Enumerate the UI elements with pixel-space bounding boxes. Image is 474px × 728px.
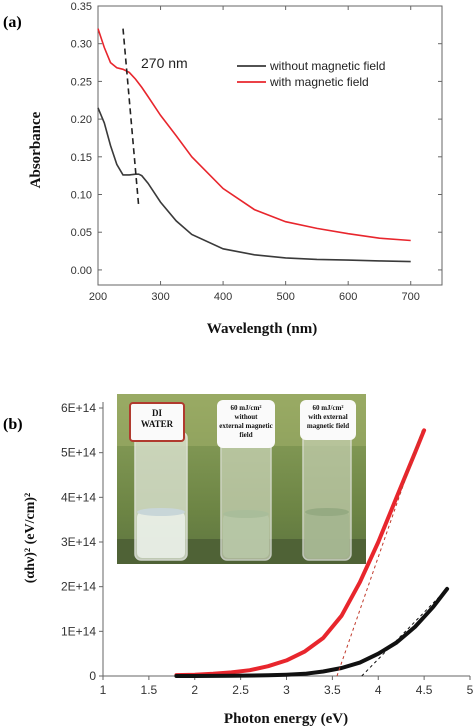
cap-label-line: magnetic field — [306, 422, 350, 430]
peak-marker-line — [122, 28, 140, 206]
y-tick-label: 6E+14 — [61, 401, 96, 415]
cap-label-line: external magnetic field — [219, 422, 273, 439]
y-tick-label: 0.05 — [71, 227, 92, 239]
y-tick-label: 2E+14 — [61, 580, 96, 594]
x-tick-label: 4.5 — [416, 683, 433, 697]
cap-label-line: DI — [151, 408, 162, 418]
y-tick-label: 0 — [89, 669, 96, 683]
y-axis-label-a: Absorbance — [28, 111, 44, 188]
x-tick-label: 4 — [375, 683, 382, 697]
y-axis-label-b: (αhν)² (eV/cm)² — [23, 493, 38, 584]
y-tick-label: 1E+14 — [61, 624, 96, 638]
x-tick-label: 1 — [100, 683, 107, 697]
y-tick-label: 0.30 — [71, 39, 92, 51]
y-tick-label: 5E+14 — [61, 446, 96, 460]
y-tick-label: 0.25 — [71, 76, 92, 88]
x-tick-label: 3.5 — [324, 683, 341, 697]
y-tick-label: 0.20 — [71, 114, 92, 126]
tauc-plot-chart: 1 1.5 2 2.5 3 3.5 4 4.5 5 0 1E+14 2E+14 3E+14 4E+14 5E… — [23, 401, 474, 727]
x-tick-label: 400 — [214, 291, 232, 303]
panel-label-b: (b) — [3, 416, 23, 433]
tangent-fit-line-2 — [361, 588, 448, 677]
vials-photo: DI WATER 60 mJ/cm² without external magn… — [117, 394, 366, 564]
series-line-2 — [97, 28, 411, 242]
absorbance-chart: 200 300 400 500 600 700 0.00 0.05 0.10 0.15 0.20 0.… — [28, 1, 443, 337]
x-tick-label: 200 — [89, 291, 107, 303]
cap-label-line: without — [234, 413, 258, 421]
series-line-1 — [97, 107, 411, 263]
x-tick-label: 1.5 — [141, 683, 158, 697]
y-tick-label: 0.10 — [71, 190, 92, 202]
x-tick-label: 2.5 — [232, 683, 249, 697]
data-curve-1 — [174, 428, 427, 678]
cap-label-di-water: DI WATER — [129, 402, 185, 442]
cap-label-line: 60 mJ/cm² — [312, 404, 344, 412]
y-tick-label: 0.00 — [71, 265, 92, 277]
peak-annotation: 270 nm — [141, 55, 188, 71]
x-tick-label: 500 — [276, 291, 294, 303]
cap-label-line: WATER — [140, 419, 174, 429]
legend-label: with magnetic field — [269, 75, 369, 89]
legend-label: without magnetic field — [269, 59, 385, 73]
cap-label-line: 60 mJ/cm² — [230, 404, 262, 412]
cap-label-without-field: 60 mJ/cm² without external magnetic fiel… — [217, 400, 275, 448]
y-tick-label: 4E+14 — [61, 490, 96, 504]
cap-label-line: with external — [308, 413, 348, 421]
cap-label-with-field: 60 mJ/cm² with external magnetic field — [300, 400, 356, 440]
panel-label-a: (a) — [3, 14, 22, 31]
tangent-fit-line-1 — [336, 430, 423, 677]
x-tick-label: 2 — [191, 683, 198, 697]
x-tick-label: 3 — [283, 683, 290, 697]
x-tick-label: 5 — [467, 683, 474, 697]
x-tick-label: 600 — [339, 291, 357, 303]
plot-frame — [97, 5, 443, 286]
x-axis-label-b: Photon energy (eV) — [224, 711, 348, 727]
x-axis-label-a: Wavelength (nm) — [207, 321, 317, 337]
y-tick-label: 3E+14 — [61, 535, 96, 549]
x-tick-label: 300 — [151, 291, 169, 303]
y-tick-label: 0.35 — [71, 1, 92, 13]
data-curve-2 — [174, 586, 450, 678]
x-tick-label: 700 — [402, 291, 420, 303]
y-tick-label: 0.15 — [71, 152, 92, 164]
